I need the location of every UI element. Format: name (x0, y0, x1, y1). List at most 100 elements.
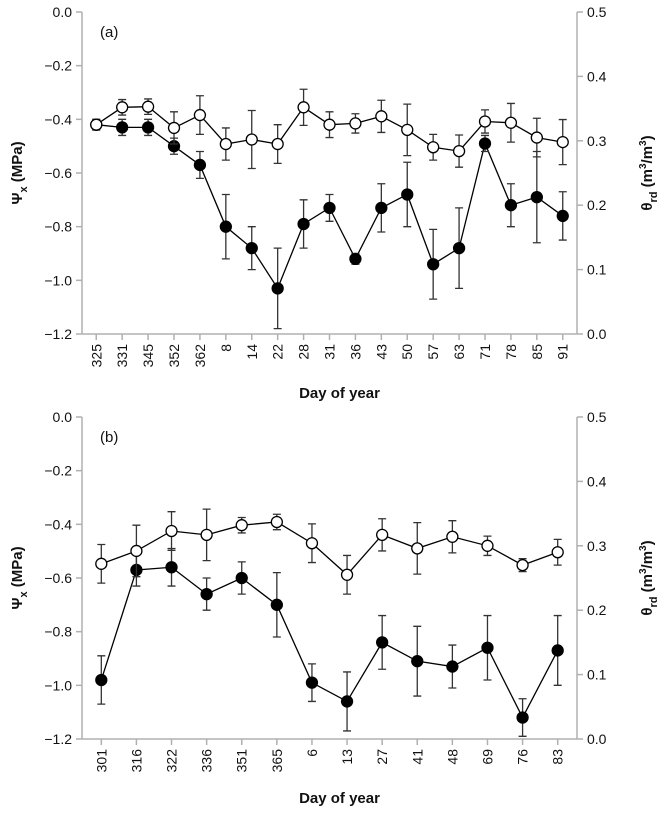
y-left-axis-title: Ψx (MPa) (9, 546, 30, 609)
y-left-tick-label: −1.2 (44, 731, 72, 747)
y-right-tick-label: 0.5 (587, 409, 607, 425)
chart-svg: 0.0 −0.2 −0.4 −0.6 −0.8 −1.0 −1.2 0.5 0.4 0.3 0.2 0… (9, 4, 660, 402)
data-point (297, 101, 310, 114)
x-tick-label: 36 (347, 344, 363, 360)
data-point (141, 100, 155, 113)
y-right-tick-label: 0.0 (587, 731, 607, 747)
x-tick-label: 57 (425, 344, 441, 360)
x-tick-label: 316 (128, 749, 144, 773)
series-line (100, 566, 559, 719)
chart-panel-b: 0.0 −0.2 −0.4 −0.6 −0.8 −1.0 −1.2 0.5 0.4 0.3 0.2 0… (0, 405, 670, 810)
data-point (401, 188, 414, 201)
x-tick-label: 362 (192, 344, 208, 368)
y-left-tick-label: −1.0 (44, 272, 72, 288)
data-point (375, 110, 388, 123)
x-tick-label: 301 (93, 749, 109, 773)
x-tick-label: 31 (322, 344, 338, 360)
data-point (478, 137, 492, 150)
series-xylem-potential (95, 547, 564, 737)
data-point (235, 571, 248, 585)
data-point (340, 568, 354, 581)
x-axis-title: Day of year (299, 790, 380, 807)
x-tick-label: 69 (479, 749, 495, 765)
data-point (375, 201, 388, 215)
data-point (219, 220, 232, 233)
data-point (530, 131, 543, 144)
chart-panel-a: 0.0 −0.2 −0.4 −0.6 −0.8 −1.0 −1.2 0.5 0.4 0.3 0.2 0… (0, 0, 670, 405)
x-tick-label: 352 (166, 344, 182, 368)
data-point (323, 118, 336, 131)
y-left-axis-title: Ψx (MPa) (9, 141, 30, 204)
data-point (219, 137, 232, 151)
data-point (297, 217, 310, 231)
data-point (556, 209, 569, 223)
y-left-tick-label: −0.8 (44, 624, 72, 640)
data-point (340, 695, 354, 708)
y-right-tick-label: 0.3 (587, 538, 607, 554)
data-point (551, 644, 564, 657)
data-point (376, 528, 389, 542)
y-right-tick-label: 0.4 (587, 473, 607, 489)
x-tick-label: 41 (409, 749, 425, 765)
data-point (446, 660, 459, 673)
y-right-tick-label: 0.5 (587, 4, 607, 20)
x-tick-label: 85 (529, 344, 545, 360)
x-tick-label: 325 (88, 344, 104, 368)
data-point (193, 108, 207, 122)
panel-label: (b) (100, 429, 118, 446)
data-point (200, 587, 213, 601)
y-left-tick-label: 0.0 (53, 4, 73, 20)
data-point (193, 158, 207, 172)
data-point (235, 519, 248, 532)
data-point (556, 135, 569, 149)
data-point (200, 528, 213, 542)
data-point (349, 252, 362, 266)
series-soil-water-content (95, 508, 564, 595)
data-point (305, 537, 319, 550)
y-left-tick-label: −0.4 (44, 111, 72, 127)
y-left-tick-label: −0.2 (44, 58, 72, 74)
x-tick-label: 365 (269, 749, 285, 773)
x-tick-label: 331 (114, 344, 130, 368)
data-point (551, 546, 564, 559)
y-right-axis-title: θrd (m3/m3) (638, 540, 660, 615)
x-tick-label: 78 (503, 344, 519, 360)
data-point (305, 676, 319, 689)
x-tick-label: 14 (244, 344, 260, 360)
data-point (95, 557, 108, 570)
data-point (130, 544, 143, 558)
data-point (167, 121, 181, 135)
x-tick-label: 351 (234, 749, 250, 773)
x-tick-label: 83 (550, 749, 566, 765)
data-point (427, 141, 440, 154)
y-right-tick-label: 0.1 (587, 262, 607, 278)
y-right-tick-label: 0.4 (587, 68, 607, 84)
data-point (452, 144, 466, 158)
x-tick-label: 345 (140, 344, 156, 368)
data-point (446, 530, 459, 543)
y-left-tick-label: −1.2 (44, 326, 72, 342)
data-point (481, 539, 494, 552)
x-tick-label: 76 (515, 749, 531, 765)
data-point (376, 636, 389, 649)
data-point (270, 598, 283, 611)
data-point (245, 133, 258, 146)
data-point (530, 190, 543, 204)
y-left-tick-label: −0.6 (44, 570, 72, 586)
x-tick-label: 91 (555, 344, 571, 360)
data-point (349, 117, 362, 130)
data-point (141, 121, 155, 134)
y-right-tick-label: 0.0 (587, 326, 607, 342)
data-point (401, 123, 414, 137)
y-left-tick-label: −1.0 (44, 677, 72, 693)
x-tick-label: 28 (296, 344, 312, 360)
data-point (245, 241, 258, 255)
data-point (504, 199, 518, 212)
y-right-tick-label: 0.1 (587, 667, 607, 683)
data-point (411, 655, 424, 668)
data-point (270, 515, 283, 529)
y-right-tick-label: 0.3 (587, 133, 607, 149)
x-tick-label: 43 (373, 344, 389, 360)
data-point (323, 201, 336, 215)
data-point (481, 641, 494, 654)
